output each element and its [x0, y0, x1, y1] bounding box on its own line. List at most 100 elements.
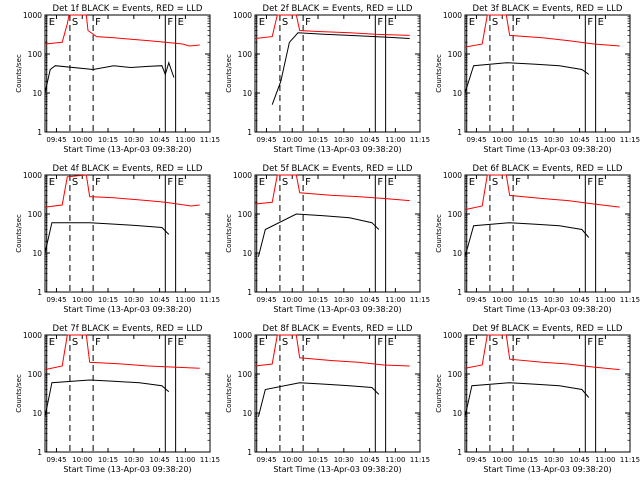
x-tick-label: 11:00 [595, 296, 615, 304]
y-axis-label: Counts/sec [225, 214, 233, 253]
marker-label: E [598, 17, 604, 28]
x-tick-label: 10:30 [124, 136, 144, 144]
y-tick-label: 10 [452, 249, 462, 258]
y-tick-label: 1000 [443, 331, 462, 340]
y-tick-label: 10 [32, 89, 42, 98]
x-tick-label: 10:45 [569, 456, 589, 464]
x-tick-label: 09:45 [46, 456, 66, 464]
x-tick-label: 10:00 [492, 296, 512, 304]
marker-label: F [305, 337, 311, 348]
x-tick-label: 10:15 [98, 456, 118, 464]
marker-label: F [515, 337, 521, 348]
y-tick-label: 100 [448, 210, 463, 219]
x-tick-label: 10:30 [544, 456, 564, 464]
y-tick-label: 1000 [23, 331, 42, 340]
marker-label: E [469, 17, 475, 28]
x-axis-label: Start Time (13-Apr-03 09:38:20) [63, 145, 191, 154]
x-tick-label: 09:45 [256, 296, 276, 304]
chart-title: Det 2f BLACK = Events, RED = LLD [263, 4, 413, 14]
y-tick-label: 10 [242, 249, 252, 258]
marker-label: S [282, 337, 288, 348]
plot-frame [464, 14, 631, 133]
marker-label: F [305, 177, 311, 188]
y-tick-label: 10 [32, 249, 42, 258]
series-line-events [257, 382, 380, 417]
marker-label: F [95, 177, 101, 188]
marker-label: E [49, 17, 55, 28]
y-tick-label: 10 [242, 409, 252, 418]
y-tick-label: 10 [452, 409, 462, 418]
y-axis-label: Counts/sec [15, 374, 23, 413]
y-axis-label: Counts/sec [435, 54, 443, 93]
x-tick-label: 10:30 [124, 296, 144, 304]
x-tick-label: 11:00 [175, 456, 195, 464]
y-tick-label: 100 [238, 370, 253, 379]
x-tick-label: 11:15 [410, 456, 430, 464]
x-tick-label: 10:30 [334, 136, 354, 144]
series-line-lld [254, 174, 410, 205]
x-tick-label: 10:00 [282, 296, 302, 304]
x-tick-label: 10:00 [72, 136, 92, 144]
y-tick-label: 1 [247, 448, 252, 457]
marker-label: F [377, 337, 383, 348]
y-tick-label: 100 [238, 210, 253, 219]
marker-label: F [515, 177, 521, 188]
chart-title: Det 6f BLACK = Events, RED = LLD [473, 164, 623, 174]
x-tick-label: 10:30 [124, 456, 144, 464]
y-tick-label: 1 [247, 288, 252, 297]
x-tick-label: 11:00 [595, 456, 615, 464]
y-axis-label: Counts/sec [435, 374, 443, 413]
marker-label: S [282, 17, 288, 28]
marker-label: S [72, 17, 78, 28]
y-tick-label: 1 [457, 128, 462, 137]
y-tick-label: 1 [37, 448, 42, 457]
marker-label: F [167, 17, 173, 28]
marker-label: E [469, 337, 475, 348]
marker-label: F [95, 17, 101, 28]
x-tick-label: 10:00 [282, 136, 302, 144]
chart-title: Det 4f BLACK = Events, RED = LLD [53, 164, 203, 174]
y-tick-label: 1000 [23, 11, 42, 20]
chart-title: Det 8f BLACK = Events, RED = LLD [263, 324, 413, 334]
x-tick-label: 11:15 [410, 296, 430, 304]
x-tick-label: 10:30 [544, 136, 564, 144]
plot-frame [44, 334, 211, 453]
y-tick-label: 1 [457, 288, 462, 297]
x-tick-label: 11:15 [620, 456, 640, 464]
x-axis-label: Start Time (13-Apr-03 09:38:20) [273, 465, 401, 474]
marker-label: S [492, 177, 498, 188]
marker-label: F [167, 177, 173, 188]
x-tick-label: 10:15 [98, 296, 118, 304]
plot-frame [254, 14, 421, 133]
x-tick-label: 11:15 [410, 136, 430, 144]
y-axis-label: Counts/sec [15, 54, 23, 93]
chart-title: Det 9f BLACK = Events, RED = LLD [473, 324, 623, 334]
x-tick-label: 09:45 [466, 456, 486, 464]
y-tick-label: 1000 [233, 331, 252, 340]
marker-label: E [259, 177, 265, 188]
x-tick-label: 11:00 [385, 136, 405, 144]
marker-label: E [598, 337, 604, 348]
plot-frame [254, 334, 421, 453]
y-axis-label: Counts/sec [225, 374, 233, 413]
x-tick-label: 10:45 [149, 136, 169, 144]
x-tick-label: 11:00 [175, 136, 195, 144]
x-tick-label: 10:15 [518, 296, 538, 304]
y-axis-label: Counts/sec [225, 54, 233, 93]
x-tick-label: 10:45 [569, 136, 589, 144]
y-tick-label: 100 [448, 50, 463, 59]
series-line-events [464, 62, 590, 94]
x-tick-label: 10:45 [149, 296, 169, 304]
x-tick-label: 10:30 [334, 296, 354, 304]
x-axis-label: Start Time (13-Apr-03 09:38:20) [273, 305, 401, 314]
y-tick-label: 100 [448, 370, 463, 379]
x-tick-label: 11:15 [200, 136, 220, 144]
y-tick-label: 1000 [233, 171, 252, 180]
x-tick-label: 10:15 [518, 456, 538, 464]
x-tick-label: 10:15 [518, 136, 538, 144]
marker-label: E [49, 337, 55, 348]
series-line-lld [44, 14, 200, 47]
x-tick-label: 11:15 [200, 296, 220, 304]
y-tick-label: 100 [238, 50, 253, 59]
